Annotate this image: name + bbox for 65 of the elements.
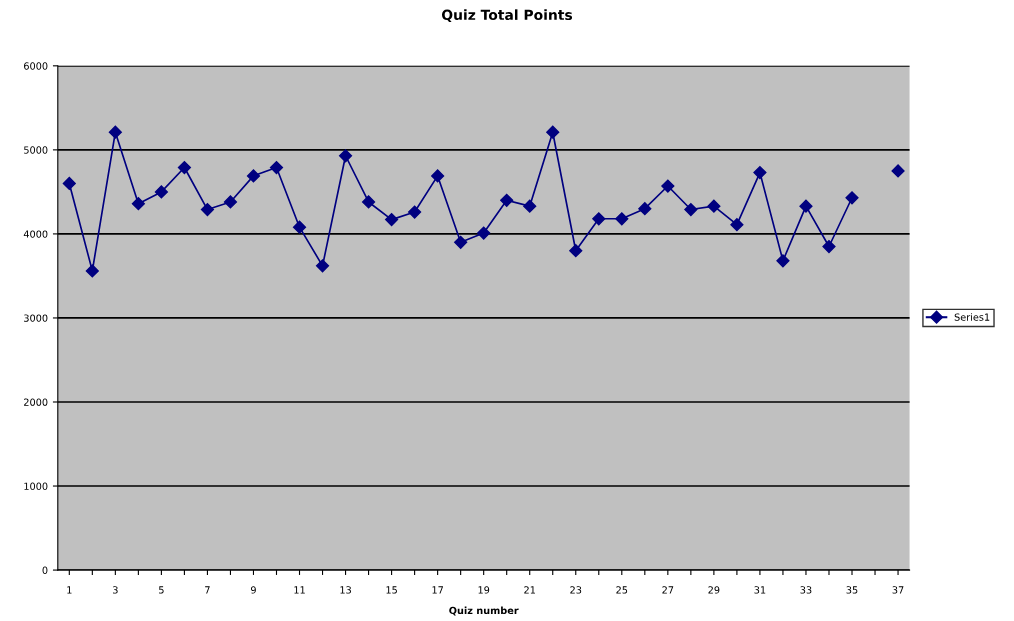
x-tick-label: 37 [892, 586, 904, 594]
y-tick-label: 5000 [24, 146, 48, 154]
x-tick-label: 23 [570, 586, 582, 594]
x-tick-label: 17 [432, 586, 443, 594]
point [615, 212, 629, 226]
point [200, 202, 215, 217]
point [131, 197, 145, 211]
point [223, 195, 238, 209]
point [799, 199, 813, 213]
point [338, 149, 353, 163]
y-tick-label: 4000 [23, 230, 48, 238]
y-tick-label: 6000 [24, 62, 48, 70]
x-tick-label: 25 [616, 586, 628, 594]
y-tick-label: 2000 [24, 398, 48, 406]
x-tick-label: 31 [754, 586, 766, 594]
point [62, 176, 76, 191]
point [408, 205, 422, 219]
x-tick-label: 19 [478, 586, 490, 594]
point [315, 259, 330, 273]
point [177, 160, 191, 175]
point [684, 202, 698, 217]
y-tick-label: 1000 [24, 482, 48, 490]
x-tick-label: 29 [708, 586, 720, 594]
y-tick-label: 3000 [24, 314, 48, 322]
point [753, 165, 767, 180]
point [569, 244, 583, 258]
x-tick-label: 1 [67, 586, 72, 594]
point [269, 160, 284, 175]
x-tick-label: 21 [524, 586, 536, 594]
y-tick-label: 0 [42, 566, 48, 574]
point [822, 239, 836, 254]
x-tick-label: 35 [846, 586, 858, 594]
point [891, 164, 905, 178]
point [661, 179, 675, 193]
point [85, 264, 99, 278]
point [707, 199, 721, 213]
point [154, 185, 168, 199]
point [523, 199, 537, 213]
point [638, 202, 652, 216]
x-tick-label: 5 [159, 586, 164, 594]
point [546, 125, 560, 139]
x-tick-label: 3 [113, 586, 118, 594]
point [385, 213, 399, 227]
point [431, 169, 445, 183]
point [361, 195, 376, 209]
x-tick-label: 33 [800, 586, 812, 594]
x-tick-label: 7 [205, 586, 210, 594]
point [292, 220, 307, 234]
legend-label: Series1 [954, 313, 990, 321]
x-tick-label: 11 [294, 586, 305, 594]
x-tick-label: 13 [340, 586, 351, 594]
x-tick-label: 15 [386, 586, 397, 594]
point [454, 235, 468, 249]
x-tick-label: 27 [662, 586, 674, 594]
x-axis-title: Quiz number [449, 606, 519, 616]
x-tick-label: 9 [250, 586, 256, 594]
point [845, 191, 859, 205]
point [108, 125, 122, 139]
point [246, 169, 261, 183]
chart-title: Quiz Total Points [441, 9, 573, 22]
point [500, 193, 514, 207]
point [477, 226, 491, 240]
point [776, 254, 790, 268]
point [592, 212, 606, 226]
point [730, 218, 744, 232]
